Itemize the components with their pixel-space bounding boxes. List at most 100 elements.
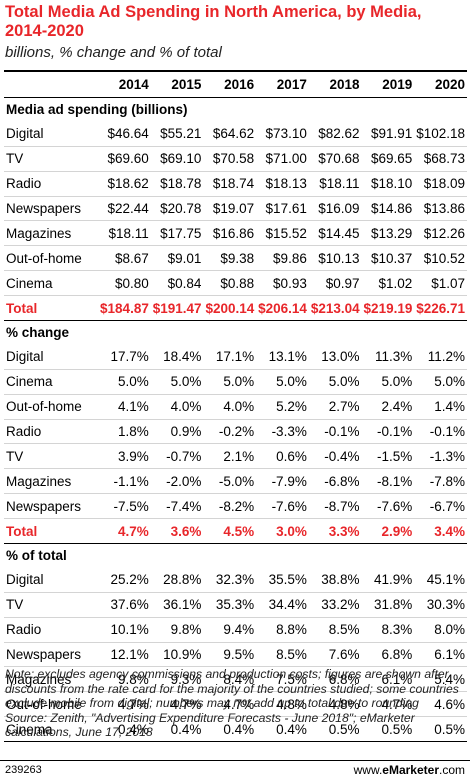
table-cell: 13.1% bbox=[256, 344, 309, 370]
table-cell: 9.4% bbox=[203, 617, 257, 643]
row-label: Out-of-home bbox=[4, 245, 99, 272]
table-cell: 8.5% bbox=[256, 642, 309, 668]
table-row: Magazines -1.1% -2.0% -5.0% -7.9% -6.8% -8.1% -… bbox=[4, 468, 467, 495]
table-cell: -7.6% bbox=[361, 493, 415, 520]
table-cell: 34.4% bbox=[256, 592, 309, 618]
table-cell: $16.09 bbox=[308, 196, 362, 222]
footer: 239263 www.eMarketer.com bbox=[0, 760, 470, 781]
table-row: Digital $46.64 $55.21 $64.62 $73.10 $82.62 $91… bbox=[4, 121, 467, 147]
brand-main: eMarketer bbox=[382, 763, 439, 777]
table-cell: 35.3% bbox=[203, 592, 257, 618]
table-cell: -1.5% bbox=[361, 443, 415, 470]
table-cell: $73.10 bbox=[256, 121, 309, 147]
table-row: Radio $18.62 $18.78 $18.74 $18.13 $18.11 $18.1… bbox=[4, 171, 467, 197]
table-cell: $15.52 bbox=[256, 220, 309, 247]
table-cell: -7.6% bbox=[256, 493, 309, 520]
table-cell: 18.4% bbox=[150, 344, 204, 370]
table-row: Magazines $18.11 $17.75 $16.86 $15.52 $14.45 $… bbox=[4, 220, 467, 247]
table-row: Digital 25.2% 28.8% 32.3% 35.5% 38.8% 41.9% 45.… bbox=[4, 567, 467, 593]
total-cell: $206.14 bbox=[256, 295, 309, 322]
table-cell: $10.52 bbox=[414, 245, 467, 272]
table-row: Radio 10.1% 9.8% 9.4% 8.8% 8.5% 8.3% 8.0% bbox=[4, 617, 467, 643]
header-row: 2014 2015 2016 2017 2018 2019 2020 bbox=[4, 70, 467, 98]
table-cell: $18.11 bbox=[308, 171, 362, 197]
table-row: Out-of-home 4.7% 4.7% 4.7% 4.8% 4.8% 4.7% 4.6% bbox=[4, 691, 467, 718]
table-cell: 5.0% bbox=[256, 369, 309, 395]
table-cell: 2.1% bbox=[203, 443, 257, 470]
table-cell: $16.86 bbox=[203, 220, 257, 247]
table-cell: 0.4% bbox=[203, 716, 257, 743]
table-cell: 5.0% bbox=[98, 369, 151, 395]
table-cell: 28.8% bbox=[150, 567, 204, 593]
table-row: Digital 17.7% 18.4% 17.1% 13.1% 13.0% 11.3% 11.… bbox=[4, 344, 467, 370]
table-cell: $1.07 bbox=[414, 270, 467, 297]
table-cell: 31.8% bbox=[361, 592, 415, 618]
chart-id: 239263 bbox=[5, 764, 42, 776]
table-cell: $69.65 bbox=[361, 146, 415, 172]
table-row: TV 3.9% -0.7% 2.1% 0.6% -0.4% -1.5% -1.3% bbox=[4, 443, 467, 470]
table-cell: $68.73 bbox=[414, 146, 467, 172]
table-cell: 2.4% bbox=[361, 394, 415, 420]
row-label: Newspapers bbox=[4, 493, 99, 520]
table-cell: 0.4% bbox=[150, 716, 204, 743]
table-cell: $64.62 bbox=[203, 121, 257, 147]
total-label: Total bbox=[4, 295, 99, 322]
table-cell: $1.02 bbox=[361, 270, 415, 297]
table-cell: 30.3% bbox=[414, 592, 467, 618]
chart-title: Total Media Ad Spending in North America… bbox=[5, 3, 422, 40]
notes-block: Note: excludes agency commissions and pr… bbox=[5, 667, 467, 740]
table-cell: 8.4% bbox=[203, 666, 257, 693]
table-row: Cinema 5.0% 5.0% 5.0% 5.0% 5.0% 5.0% 5.0% bbox=[4, 369, 467, 395]
table-cell: -6.8% bbox=[308, 468, 362, 495]
year-header: 2017 bbox=[256, 70, 309, 98]
row-label: TV bbox=[4, 443, 99, 470]
row-label: Magazines bbox=[4, 220, 99, 247]
table-cell: 11.2% bbox=[414, 344, 467, 370]
table-cell: 8.5% bbox=[308, 617, 362, 643]
table-row: Cinema $0.80 $0.84 $0.88 $0.93 $0.97 $1.02 $1.0… bbox=[4, 270, 467, 297]
table-cell: 4.1% bbox=[98, 394, 151, 420]
row-label: TV bbox=[4, 592, 99, 618]
table-cell: 5.0% bbox=[414, 369, 467, 395]
row-label: Digital bbox=[4, 567, 99, 593]
section-header-row: % of total bbox=[4, 544, 467, 568]
table-cell: 8.8% bbox=[256, 617, 309, 643]
table-row: Out-of-home $8.67 $9.01 $9.38 $9.86 $10.13 $10… bbox=[4, 245, 467, 272]
table-cell: 4.8% bbox=[256, 691, 309, 718]
year-header: 2019 bbox=[361, 70, 415, 98]
table-cell: 9.8% bbox=[98, 666, 151, 693]
table-cell: 6.1% bbox=[361, 666, 415, 693]
table-cell: 9.5% bbox=[203, 642, 257, 668]
table-cell: $18.78 bbox=[150, 171, 204, 197]
table-cell: -8.7% bbox=[308, 493, 362, 520]
table-cell: -7.4% bbox=[150, 493, 204, 520]
table-cell: -0.1% bbox=[308, 419, 362, 445]
row-label: Newspapers bbox=[4, 196, 99, 222]
table-cell: 4.0% bbox=[150, 394, 204, 420]
row-label: Digital bbox=[4, 344, 99, 370]
table-cell: 4.7% bbox=[150, 691, 204, 718]
table-cell: $102.18 bbox=[414, 121, 467, 147]
total-row: Total 4.7% 3.6% 4.5% 3.0% 3.3% 2.9% 3.4% bbox=[4, 518, 467, 545]
table-cell: $13.29 bbox=[361, 220, 415, 247]
table-cell: 33.2% bbox=[308, 592, 362, 618]
table-cell: -0.2% bbox=[203, 419, 257, 445]
table-cell: 32.3% bbox=[203, 567, 257, 593]
table-cell: 5.0% bbox=[150, 369, 204, 395]
table-cell: -0.1% bbox=[414, 419, 467, 445]
table-cell: 10.1% bbox=[98, 617, 151, 643]
table-cell: 9.3% bbox=[150, 666, 204, 693]
table-cell: 17.1% bbox=[203, 344, 257, 370]
table-cell: $70.68 bbox=[308, 146, 362, 172]
table-cell: $0.80 bbox=[98, 270, 151, 297]
table-cell: 38.8% bbox=[308, 567, 362, 593]
section-heading: Media ad spending (billions) bbox=[6, 102, 188, 118]
table-cell: 1.8% bbox=[98, 419, 151, 445]
table-cell: -0.1% bbox=[361, 419, 415, 445]
brand-logo: www.eMarketer.com bbox=[354, 763, 465, 777]
table-cell: 10.9% bbox=[150, 642, 204, 668]
table-body: Media ad spending (billions) Digital $46.6… bbox=[4, 98, 467, 743]
table-cell: $18.74 bbox=[203, 171, 257, 197]
row-label: Cinema bbox=[4, 270, 99, 297]
total-cell: 2.9% bbox=[361, 518, 415, 545]
